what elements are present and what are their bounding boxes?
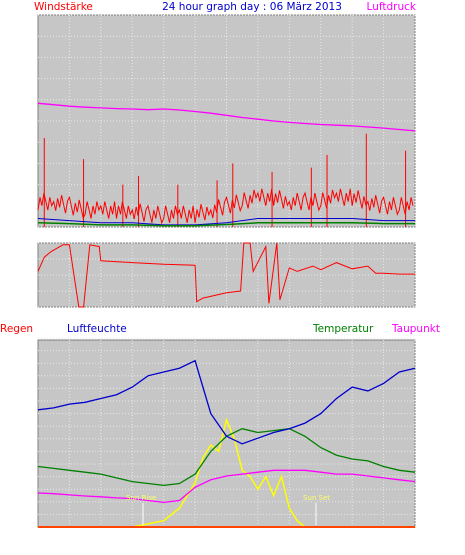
solar-line [132,417,321,528]
dewpoint-line [37,469,416,504]
temperature-axis-title: Temperatur [312,323,374,335]
pressure-axis-title: Luftdruck [367,1,417,13]
wind-axis-title: Windstärke [34,1,93,13]
wind-line [37,188,414,225]
humidity-axis-title: Luftfeuchte [67,323,127,335]
rain-axis-title: Regen [0,323,33,335]
pressure-line [37,102,416,132]
wind-min-line [37,222,415,227]
sunset-label: Sun Set [303,494,330,502]
wind-gust-line [37,218,415,226]
sunrise-label: Sun Rise [126,494,156,502]
dewpoint-axis-title: Taupunkt [391,323,440,335]
humidity-line [37,359,416,445]
graph-title: 24 hour graph day : 06 März 2013 [162,1,342,13]
climate-chart: Sun Rise Sun Set [37,337,416,528]
wind-pressure-chart [37,14,416,228]
wind-direction-line [37,242,415,308]
wind-direction-chart [37,242,416,308]
